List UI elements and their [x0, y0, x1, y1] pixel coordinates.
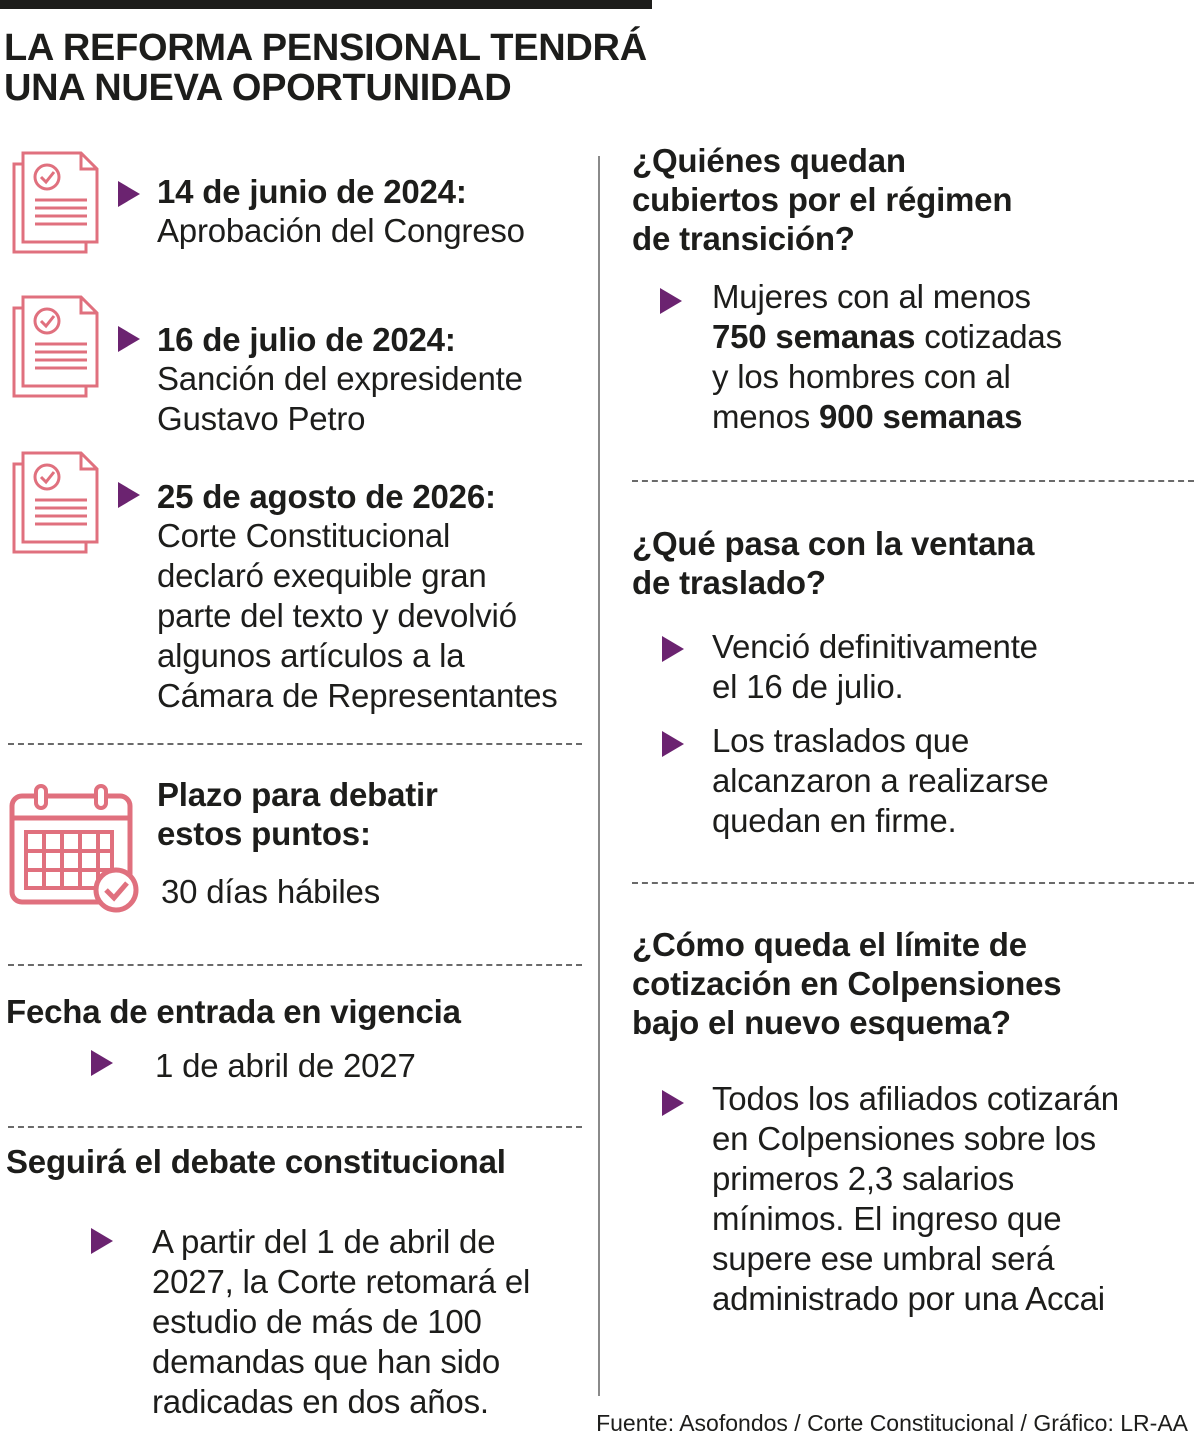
column-divider: [598, 156, 600, 1396]
timeline-date: 16 de julio de 2024:: [157, 321, 456, 358]
page-title: LA REFORMA PENSIONAL TENDRÁ UNA NUEVA OP…: [4, 28, 647, 108]
timeline-text: Sanción del expresidente: [157, 360, 523, 397]
limite-line: primeros 2,3 salarios: [712, 1160, 1015, 1197]
transicion-heading-line: de transición?: [632, 220, 855, 257]
page-title-line-2: UNA NUEVA OPORTUNIDAD: [4, 67, 512, 109]
transicion-heading: ¿Quiénes quedan cubiertos por el régimen…: [632, 141, 1012, 258]
transicion-bold: 900 semanas: [819, 398, 1023, 435]
debate-line: A partir del 1 de abril de: [152, 1223, 496, 1260]
calendar-check-icon: [8, 782, 140, 914]
ventana-line: Venció definitivamente: [712, 628, 1038, 665]
debate-line: estudio de más de 100: [152, 1303, 482, 1340]
ventana-line: el 16 de julio.: [712, 668, 904, 705]
transicion-line: menos 900 semanas: [712, 397, 1062, 437]
top-rule: [0, 0, 652, 9]
timeline-date: 25 de agosto de 2026:: [157, 478, 496, 515]
timeline-text: Corte Constitucional: [157, 517, 451, 554]
plazo-heading: estos puntos:: [157, 815, 371, 852]
ventana-line: alcanzaron a realizarse: [712, 762, 1049, 799]
timeline-text: declaró exequible gran: [157, 557, 487, 594]
section-divider: [8, 743, 582, 745]
timeline-text: Aprobación del Congreso: [157, 212, 525, 249]
transicion-text: Mujeres con al menos 750 semanas cotizad…: [712, 277, 1062, 437]
document-check-icon: [11, 150, 101, 256]
transicion-rest: cotizadas: [915, 318, 1062, 355]
debate-line: 2027, la Corte retomará el: [152, 1263, 531, 1300]
plazo-block: Plazo para debatir estos puntos:: [157, 775, 438, 853]
ventana-item-1: Venció definitivamente el 16 de julio.: [712, 627, 1038, 707]
transicion-line: y los hombres con al: [712, 358, 1011, 395]
debate-text: A partir del 1 de abril de 2027, la Cort…: [152, 1222, 530, 1422]
ventana-line: quedan en firme.: [712, 802, 957, 839]
section-divider: [8, 964, 582, 966]
section-divider: [632, 480, 1194, 482]
timeline-text: Gustavo Petro: [157, 400, 366, 437]
source-credit: Fuente: Asofondos / Corte Constitucional…: [596, 1410, 1188, 1436]
limite-text: Todos los afiliados cotizarán en Colpens…: [712, 1079, 1119, 1319]
limite-heading: ¿Cómo queda el límite de cotización en C…: [632, 925, 1062, 1042]
triangle-bullet-icon: [662, 636, 684, 662]
triangle-bullet-icon: [91, 1228, 113, 1254]
debate-heading: Seguirá el debate constitucional: [6, 1143, 506, 1180]
limite-line: Todos los afiliados cotizarán: [712, 1080, 1119, 1117]
timeline-item-2: 16 de julio de 2024: Sanción del expresi…: [157, 320, 523, 439]
section-divider: [8, 1126, 582, 1128]
limite-heading-line: bajo el nuevo esquema?: [632, 1004, 1011, 1041]
vigencia-heading: Fecha de entrada en vigencia: [6, 993, 461, 1030]
transicion-bold: 750 semanas: [712, 318, 916, 355]
limite-line: en Colpensiones sobre los: [712, 1120, 1096, 1157]
triangle-bullet-icon: [118, 326, 140, 352]
transicion-pre: menos: [712, 398, 820, 435]
document-check-icon: [11, 294, 101, 400]
limite-heading-line: cotización en Colpensiones: [632, 965, 1062, 1002]
transicion-heading-line: ¿Quiénes quedan: [632, 142, 906, 179]
timeline-text: algunos artículos a la: [157, 637, 465, 674]
ventana-line: Los traslados que: [712, 722, 970, 759]
timeline-text: Cámara de Representantes: [157, 677, 558, 714]
debate-line: radicadas en dos años.: [152, 1383, 489, 1420]
triangle-bullet-icon: [660, 288, 682, 314]
document-check-icon: [11, 450, 101, 556]
vigencia-value: 1 de abril de 2027: [155, 1047, 416, 1084]
plazo-value: 30 días hábiles: [161, 873, 380, 910]
timeline-date: 14 de junio de 2024:: [157, 173, 467, 210]
triangle-bullet-icon: [118, 482, 140, 508]
transicion-heading-line: cubiertos por el régimen: [632, 181, 1013, 218]
triangle-bullet-icon: [662, 731, 684, 757]
ventana-heading-line: de traslado?: [632, 564, 826, 601]
ventana-heading: ¿Qué pasa con la ventana de traslado?: [632, 524, 1035, 602]
debate-line: demandas que han sido: [152, 1343, 501, 1380]
page-title-line-1: LA REFORMA PENSIONAL TENDRÁ: [4, 27, 647, 69]
transicion-line: 750 semanas cotizadas: [712, 317, 1062, 357]
triangle-bullet-icon: [91, 1050, 113, 1076]
triangle-bullet-icon: [118, 181, 140, 207]
triangle-bullet-icon: [662, 1090, 684, 1116]
timeline-item-1: 14 de junio de 2024: Aprobación del Cong…: [157, 172, 525, 251]
limite-line: supere ese umbral será: [712, 1240, 1055, 1277]
section-divider: [632, 882, 1194, 884]
limite-line: mínimos. El ingreso que: [712, 1200, 1062, 1237]
plazo-heading: Plazo para debatir: [157, 776, 438, 813]
ventana-item-2: Los traslados que alcanzaron a realizars…: [712, 721, 1049, 841]
ventana-heading-line: ¿Qué pasa con la ventana: [632, 525, 1035, 562]
timeline-text: parte del texto y devolvió: [157, 597, 517, 634]
limite-heading-line: ¿Cómo queda el límite de: [632, 926, 1027, 963]
limite-line: administrado por una Accai: [712, 1280, 1105, 1317]
transicion-line: Mujeres con al menos: [712, 278, 1031, 315]
timeline-item-3: 25 de agosto de 2026: Corte Constitucion…: [157, 477, 558, 716]
